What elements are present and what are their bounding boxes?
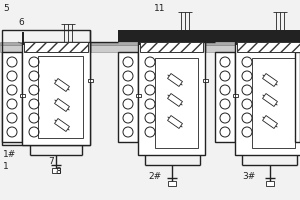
Bar bbox=[20, 94, 25, 97]
Text: 2#: 2# bbox=[148, 172, 161, 181]
Bar bbox=[155, 58, 198, 148]
Polygon shape bbox=[55, 119, 70, 131]
Bar bbox=[88, 78, 92, 82]
Polygon shape bbox=[167, 74, 182, 86]
Polygon shape bbox=[262, 94, 278, 106]
Polygon shape bbox=[262, 116, 278, 128]
Bar bbox=[136, 94, 140, 97]
Text: 1#: 1# bbox=[3, 150, 16, 159]
Text: 5: 5 bbox=[3, 4, 9, 13]
Bar bbox=[2, 52, 22, 142]
Bar bbox=[168, 181, 176, 186]
Bar bbox=[2, 30, 90, 145]
Text: 1: 1 bbox=[3, 162, 9, 171]
Text: 8: 8 bbox=[55, 167, 61, 176]
Polygon shape bbox=[55, 99, 70, 111]
Polygon shape bbox=[167, 94, 182, 106]
Bar bbox=[22, 42, 90, 145]
Bar bbox=[299, 78, 300, 82]
Text: 7: 7 bbox=[48, 157, 54, 166]
Bar bbox=[138, 42, 205, 155]
Bar bbox=[24, 42, 88, 52]
Bar bbox=[22, 32, 24, 45]
Bar bbox=[235, 32, 237, 45]
Text: 3#: 3# bbox=[242, 172, 255, 181]
Bar bbox=[266, 181, 274, 186]
Bar bbox=[140, 42, 203, 52]
Bar bbox=[252, 58, 295, 148]
Polygon shape bbox=[167, 116, 182, 128]
Text: 11: 11 bbox=[154, 4, 166, 13]
Bar bbox=[215, 52, 235, 142]
Bar bbox=[202, 78, 208, 82]
Bar bbox=[295, 52, 300, 142]
Bar bbox=[118, 30, 300, 42]
Text: 6: 6 bbox=[18, 18, 24, 27]
Polygon shape bbox=[262, 74, 278, 86]
Bar bbox=[232, 94, 238, 97]
Bar bbox=[0, 42, 300, 45]
Polygon shape bbox=[55, 79, 70, 91]
Bar bbox=[52, 168, 60, 173]
Bar bbox=[235, 42, 300, 155]
Bar bbox=[138, 32, 140, 45]
Bar bbox=[38, 56, 83, 138]
Bar bbox=[0, 45, 300, 52]
Bar bbox=[118, 52, 138, 142]
Bar bbox=[237, 42, 300, 52]
